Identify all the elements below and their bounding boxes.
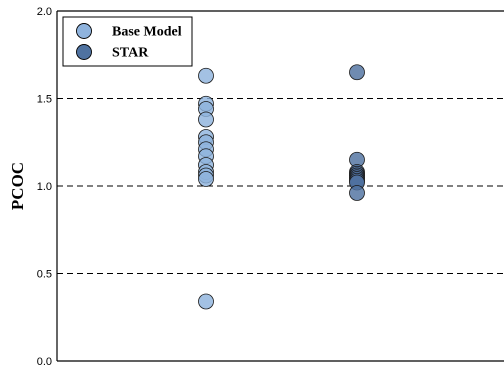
y-tick-label-4: 2.0	[37, 6, 52, 18]
grid-lines	[57, 98, 504, 274]
y-tick-label-1: 0.5	[37, 269, 52, 281]
data-point-star-9	[349, 185, 365, 201]
data-point-base-model-0	[198, 67, 214, 84]
y-axis-label: PCOC	[8, 162, 27, 210]
legend-marker-star	[76, 44, 92, 60]
legend-label-star: STAR	[112, 46, 149, 61]
data-points	[198, 64, 365, 310]
legend: Base Model STAR	[62, 16, 193, 67]
y-ticks: 0.0 0.5 1.0 1.5 2.0	[37, 6, 62, 366]
data-point-base-model-11	[198, 171, 214, 187]
y-tick-label-3: 1.5	[37, 94, 52, 106]
legend-marker-base-model	[76, 23, 92, 39]
data-point-base-model-3	[198, 111, 214, 128]
data-point-base-model-12	[198, 293, 214, 310]
y-tick-label-2: 1.0	[37, 181, 52, 193]
legend-label-base-model: Base Model	[112, 25, 182, 40]
y-tick-label-0: 0.0	[37, 356, 52, 366]
data-point-star-0	[349, 64, 365, 81]
